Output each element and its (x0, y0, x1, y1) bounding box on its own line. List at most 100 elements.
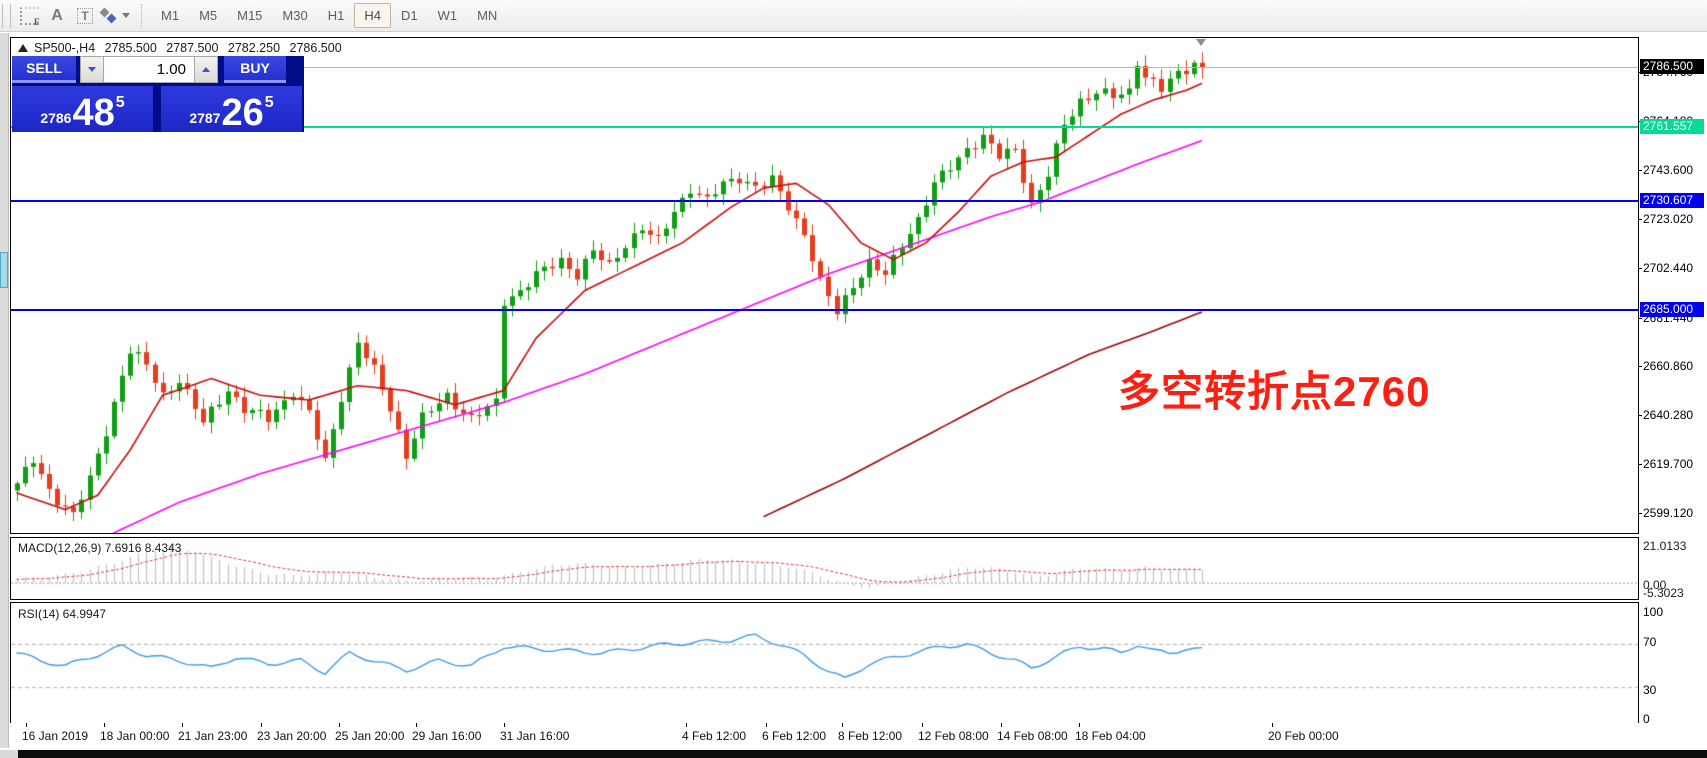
chart-text-annotation[interactable]: 多空转折点2760 (1118, 368, 1431, 415)
timeframe-button-m30[interactable]: M30 (282, 8, 308, 23)
timeframe-button-m1[interactable]: M1 (161, 8, 180, 23)
macd-canvas[interactable] (11, 538, 1638, 599)
rsi-scale-label: 100 (1643, 605, 1664, 619)
horizontal-level-line[interactable] (11, 67, 1638, 68)
price-badge: 2786.500 (1640, 59, 1704, 74)
time-tick-label: 18 Feb 04:00 (1075, 729, 1146, 743)
chart-shift-marker-icon[interactable] (1196, 39, 1206, 46)
rsi-scale-label: 70 (1643, 635, 1657, 649)
horizontal-level-line[interactable] (11, 200, 1638, 202)
time-tick-mark (686, 723, 687, 727)
time-tick-label: 31 Jan 16:00 (500, 729, 570, 743)
time-tick-mark (504, 723, 505, 727)
sell-button[interactable]: SELL (12, 56, 76, 83)
rsi-label: RSI(14) 64.9947 (18, 607, 107, 621)
toolbar-separator (141, 3, 143, 28)
time-tick-mark (26, 723, 27, 727)
timeframe-button-m5[interactable]: M5 (199, 8, 218, 23)
macd-label: MACD(12,26,9) 7.6916 8.4343 (18, 541, 182, 555)
timeframe-button-w1[interactable]: W1 (437, 8, 458, 23)
price-tick-label: 2619.700 (1643, 457, 1694, 471)
time-tick-label: 18 Jan 00:00 (100, 729, 170, 743)
price-tick-mark (1638, 268, 1642, 269)
price-tick-label: 2743.600 (1643, 163, 1694, 177)
time-tick-mark (1079, 723, 1080, 727)
high-value: 2787.500 (166, 41, 219, 55)
horizontal-level-line[interactable] (11, 126, 1638, 128)
toolbar-drag-handle[interactable] (2, 3, 11, 28)
sell-price-box[interactable]: 2786 48 5 (12, 86, 153, 132)
symbol-period-label: SP500-,H4 (34, 41, 96, 55)
time-tick-label: 25 Jan 20:00 (335, 729, 405, 743)
time-tick-label: 8 Feb 12:00 (838, 729, 903, 743)
time-axis[interactable]: 16 Jan 2019 18 Jan 00:00 21 Jan 23:00 23 Ja… (10, 723, 1707, 748)
timeframe-button-group: M1 M5 M15 M30 H1 H4 D1 W1 MN (151, 3, 507, 28)
time-tick-mark (1001, 723, 1002, 727)
time-tick-label: 16 Jan 2019 (22, 729, 89, 743)
text-label-icon[interactable]: A (51, 6, 63, 24)
time-tick-mark (922, 723, 923, 727)
volume-increment-button[interactable] (194, 56, 218, 83)
time-tick-label: 20 Feb 00:00 (1268, 729, 1339, 743)
price-tick-mark (1638, 415, 1642, 416)
rsi-canvas[interactable] (11, 603, 1638, 723)
chart-ohlc-header: SP500-,H4 2785.500 2787.500 2782.250 278… (18, 41, 348, 55)
timeframe-button-m15[interactable]: M15 (237, 8, 263, 23)
price-tick-mark (1638, 170, 1642, 171)
sell-price-pip: 5 (115, 94, 125, 111)
macd-scale-min: -5.3023 (1643, 586, 1684, 600)
time-tick-mark (766, 723, 767, 727)
horizontal-level-line[interactable] (11, 309, 1638, 311)
chart-grid-icon[interactable]: F (15, 3, 43, 29)
price-tick-mark (1638, 513, 1642, 514)
low-value: 2782.250 (227, 41, 281, 55)
text-box-icon[interactable]: T (71, 3, 99, 29)
volume-decrement-button[interactable] (80, 56, 104, 83)
price-tick-mark (1638, 366, 1642, 367)
time-tick-label: 4 Feb 12:00 (682, 729, 747, 743)
time-tick-mark (339, 723, 340, 727)
time-tick-mark (842, 723, 843, 727)
price-tick-mark (1638, 219, 1642, 220)
cycle-objects-icon[interactable] (99, 3, 131, 29)
bottom-black-bar (18, 750, 1707, 758)
close-value: 2786.500 (289, 41, 342, 55)
bottom-strip (0, 750, 1707, 758)
buy-price-pip: 5 (264, 94, 274, 111)
time-tick-mark (261, 723, 262, 727)
dock-tab-highlight[interactable] (0, 252, 8, 288)
time-tick-mark (416, 723, 417, 727)
buy-price-box[interactable]: 2787 26 5 (161, 86, 302, 132)
symbol-triangle-icon (18, 44, 28, 52)
timeframe-button-mn[interactable]: MN (477, 8, 498, 23)
time-tick-label: 29 Jan 16:00 (412, 729, 482, 743)
price-tick-label: 2723.020 (1643, 212, 1694, 226)
toolbar: F A T M1 M5 M15 M30 H1 H4 D1 W1 MN (0, 0, 1707, 32)
volume-input[interactable] (104, 56, 194, 83)
chevron-down-icon[interactable] (122, 13, 130, 18)
price-tick-label: 2599.120 (1643, 506, 1694, 520)
price-badge: 2730.607 (1640, 193, 1704, 208)
buy-price-main: 26 (221, 91, 264, 134)
macd-scale-max: 21.0133 (1643, 539, 1687, 553)
price-tick-label: 2660.860 (1643, 359, 1694, 373)
buy-button[interactable]: BUY (224, 56, 286, 83)
sell-price-prefix: 2786 (40, 110, 72, 126)
left-dock-strip (0, 33, 9, 748)
rsi-scale-label: 0 (1643, 712, 1650, 726)
caret-up-icon (202, 67, 210, 72)
macd-scale-zero: 0.00 (1643, 578, 1667, 592)
price-tick-mark (1638, 318, 1642, 319)
price-badge: 2761.557 (1640, 119, 1704, 134)
price-tick-label: 2640.280 (1643, 408, 1694, 422)
buy-price-prefix: 2787 (189, 110, 221, 126)
time-tick-label: 12 Feb 08:00 (918, 729, 989, 743)
timeframe-button-h4[interactable]: H4 (354, 3, 391, 28)
timeframe-button-d1[interactable]: D1 (400, 8, 418, 23)
time-tick-mark (104, 723, 105, 727)
timeframe-button-h1[interactable]: H1 (327, 8, 345, 23)
price-tick-label: 2702.440 (1643, 261, 1694, 275)
price-badge: 2685.000 (1640, 302, 1704, 317)
time-tick-label: 6 Feb 12:00 (762, 729, 827, 743)
